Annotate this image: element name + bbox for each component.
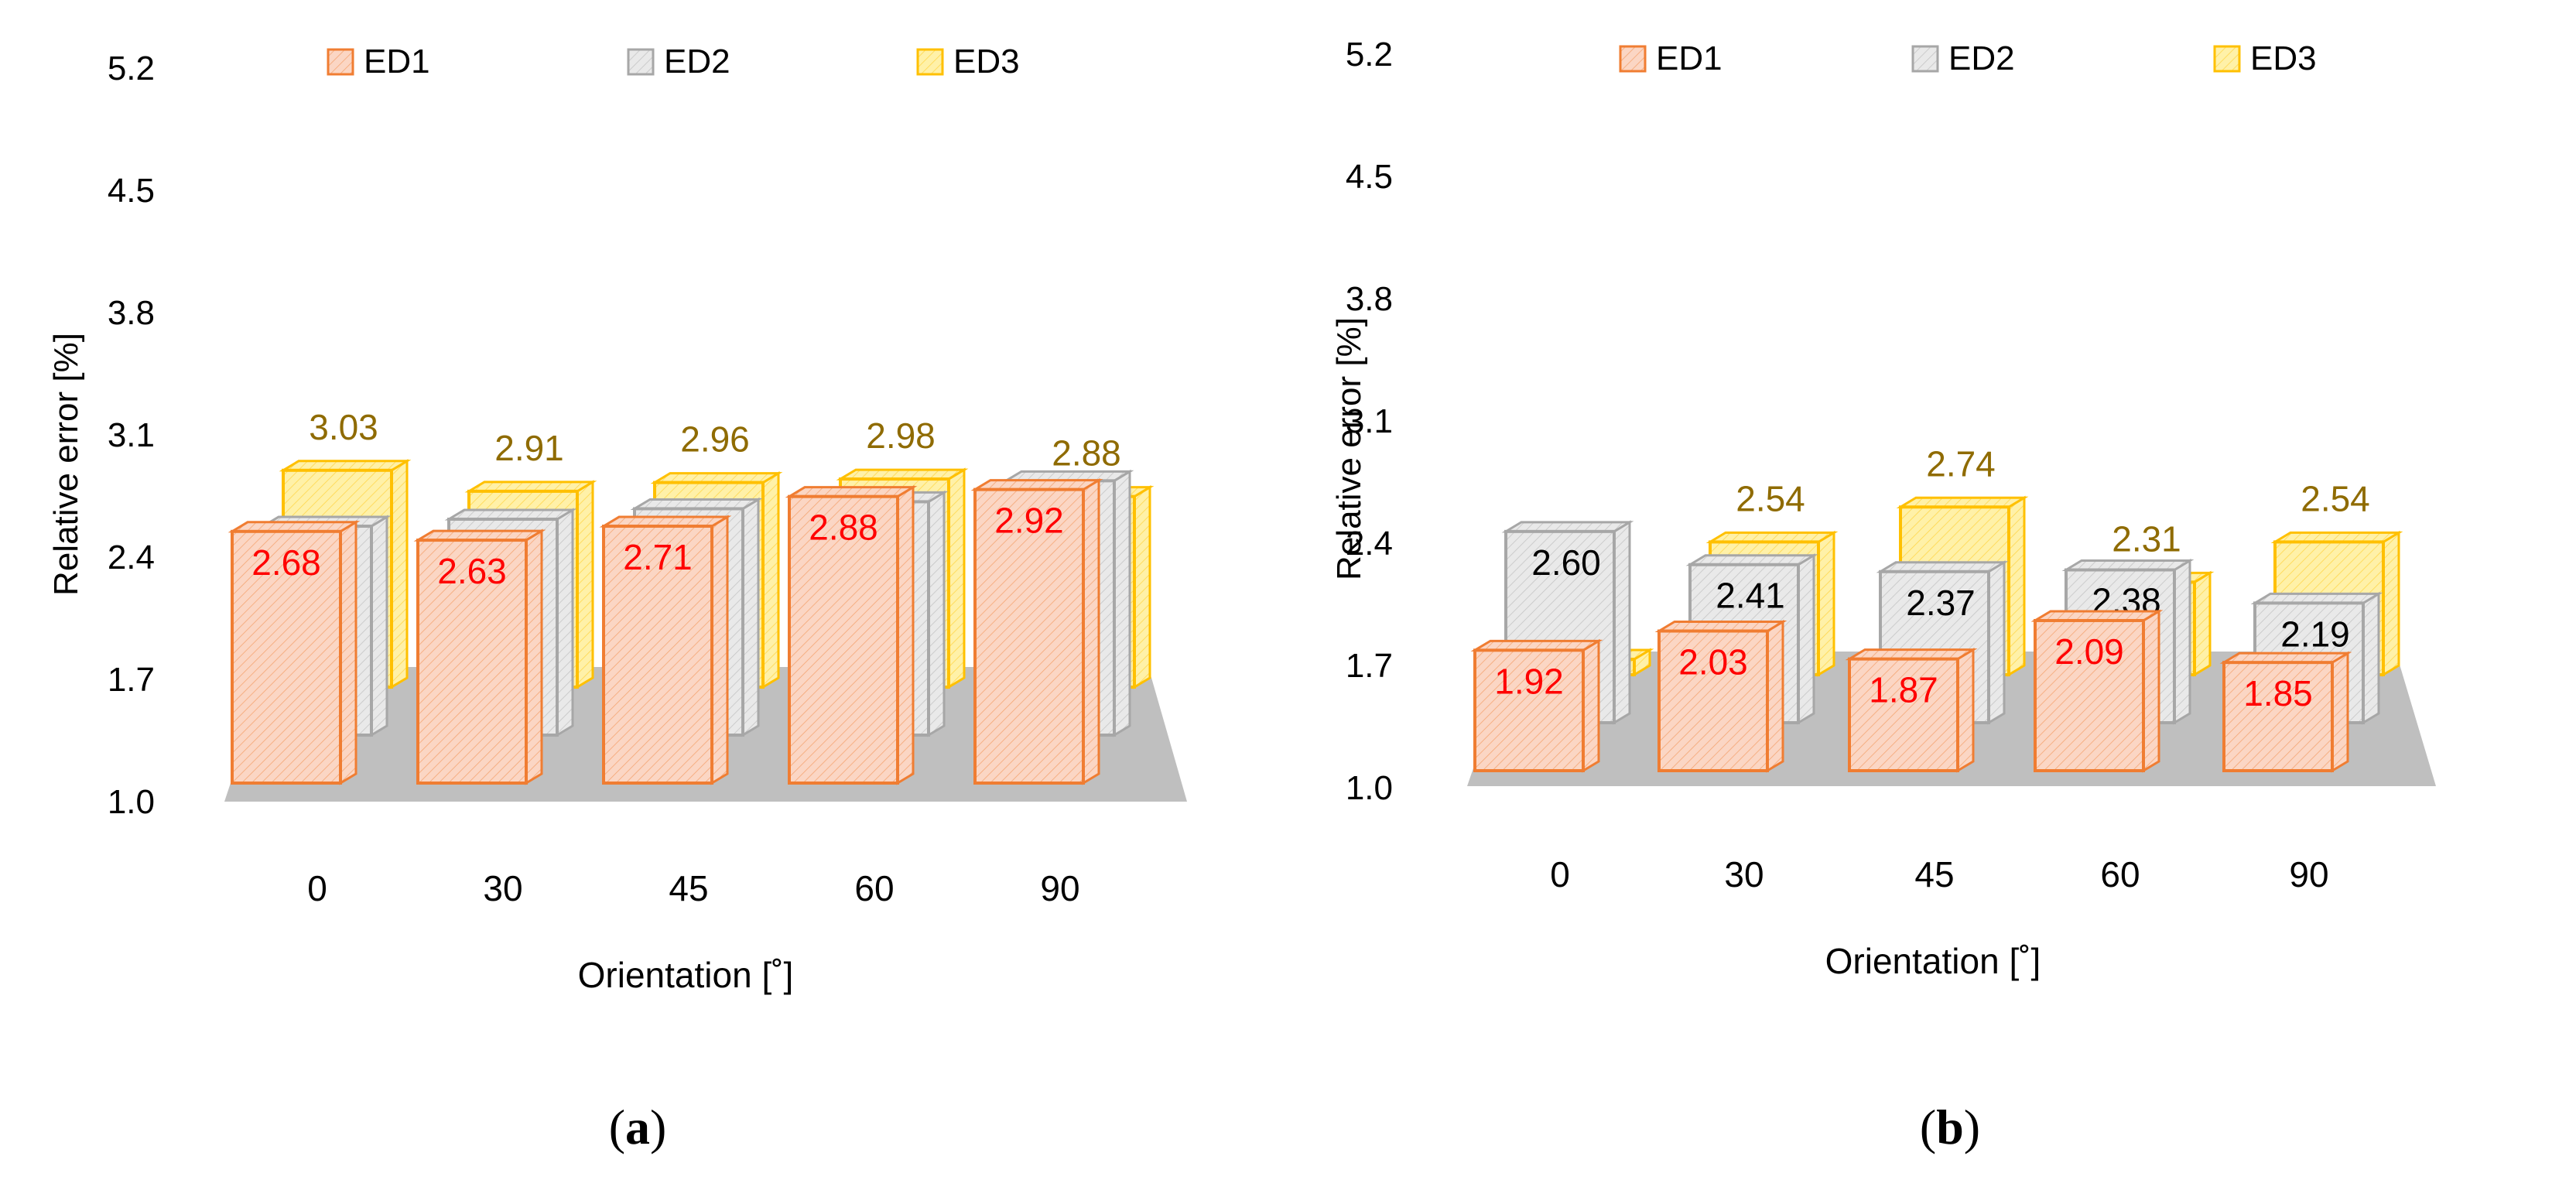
data-label-ed3-30: 2.54 <box>1736 478 1805 518</box>
x-axis-title: Orientation [˚] <box>578 955 794 995</box>
legend-item-ed1: ED1 <box>1619 39 1722 77</box>
data-label-ed3-90: 2.88 <box>1052 433 1121 474</box>
data-label-ed2-0: 2.60 <box>1531 542 1601 583</box>
data-label-ed2-45: 2.37 <box>1906 583 1976 623</box>
data-label-ed3-30: 2.91 <box>494 428 564 468</box>
legend-label: ED2 <box>1948 39 2015 77</box>
data-label-ed1-30: 2.63 <box>437 551 507 591</box>
chart-a: 1.0 1.7 2.4 3.1 3.8 4.5 5.2 Relative error [%] E… <box>47 43 1187 995</box>
y-tick-label: 4.5 <box>108 172 155 210</box>
data-label-ed1-45: 2.71 <box>623 537 693 577</box>
chart-panel-a: 1.0 1.7 2.4 3.1 3.8 4.5 5.2 Relative error [%] E… <box>47 43 1187 995</box>
legend-label: ED1 <box>364 43 430 80</box>
bar-ed1-0 <box>1470 638 1603 773</box>
bar-ed1-90 <box>970 477 1103 785</box>
y-axis-title: Relative error [%] <box>1330 317 1368 580</box>
x-tick-label: 0 <box>1550 854 1570 894</box>
x-tick-label: 30 <box>1724 854 1764 894</box>
y-tick-label: 5.2 <box>108 50 155 87</box>
x-tick-label: 45 <box>669 868 708 908</box>
bar-ed1-45 <box>599 515 732 785</box>
data-label-ed2-90: 2.19 <box>2280 614 2350 654</box>
x-tick-label: 45 <box>1914 854 1954 894</box>
bar-ed1-60 <box>785 485 918 785</box>
legend-item-ed2: ED2 <box>627 43 730 80</box>
data-label-ed3-60: 2.31 <box>2112 518 2181 559</box>
bar-ed1-0 <box>227 520 361 785</box>
bar-ed1-30 <box>413 528 546 785</box>
x-tick-label: 60 <box>2100 854 2140 894</box>
data-label-ed3-0: 3.03 <box>309 407 378 447</box>
data-label-ed1-90: 1.85 <box>2243 673 2313 713</box>
y-tick-label: 1.7 <box>1346 647 1393 685</box>
legend-swatch <box>1619 45 1647 73</box>
data-label-ed3-90: 2.54 <box>2301 478 2370 518</box>
y-tick-label: 1.0 <box>1346 769 1393 807</box>
data-label-ed1-45: 1.87 <box>1869 670 1938 710</box>
caption-a: (a) <box>608 1100 667 1154</box>
data-label-ed3-45: 2.96 <box>680 419 750 460</box>
chart-b: 1.0 1.7 2.4 3.1 3.8 4.5 5.2 Relative error [%] E… <box>1330 36 2436 981</box>
data-label-ed1-60: 2.09 <box>2054 631 2124 672</box>
legend-label: ED1 <box>1656 39 1722 77</box>
bar-ed1-45 <box>1845 647 1978 773</box>
data-label-ed1-0: 2.68 <box>251 542 321 583</box>
y-tick-label: 3.8 <box>1346 280 1393 318</box>
legend-swatch <box>2213 45 2241 73</box>
legend-item-ed3: ED3 <box>2213 39 2317 77</box>
y-tick-label: 1.7 <box>108 661 155 699</box>
data-label-ed1-90: 2.92 <box>994 501 1064 541</box>
y-tick-label: 3.1 <box>1346 402 1393 440</box>
y-tick-label: 4.5 <box>1346 158 1393 196</box>
legend-swatch <box>916 48 944 76</box>
y-tick-label: 5.2 <box>1346 36 1393 74</box>
legend-item-ed1: ED1 <box>327 43 430 80</box>
data-label-ed3-60: 2.98 <box>866 416 936 456</box>
chart-panel-b: 1.0 1.7 2.4 3.1 3.8 4.5 5.2 Relative error [%] E… <box>1288 0 2575 1204</box>
y-tick-label: 2.4 <box>108 539 155 576</box>
x-tick-label: 90 <box>1040 868 1079 908</box>
y-tick-label: 3.8 <box>108 294 155 332</box>
data-label-ed2-30: 2.41 <box>1716 576 1785 616</box>
y-tick-label: 1.0 <box>108 783 155 821</box>
y-axis-title: Relative error [%] <box>47 333 85 596</box>
data-label-ed3-45: 2.74 <box>1926 443 1996 484</box>
x-tick-label: 60 <box>854 868 894 908</box>
legend-label: ED3 <box>2250 39 2317 77</box>
data-label-ed1-0: 1.92 <box>1494 661 1564 701</box>
legend-swatch <box>1911 45 1939 73</box>
bar-ed1-90 <box>2219 651 2352 773</box>
legend-label: ED3 <box>953 43 1020 80</box>
y-tick-label: 2.4 <box>1346 525 1393 563</box>
legend-item-ed2: ED2 <box>1911 39 2015 77</box>
x-tick-label: 90 <box>2289 854 2328 894</box>
bar-ed1-30 <box>1654 619 1787 773</box>
y-tick-label: 3.1 <box>108 416 155 454</box>
caption-b: (b) <box>1919 1100 1981 1154</box>
data-label-ed1-60: 2.88 <box>809 508 878 548</box>
x-tick-label: 0 <box>307 868 327 908</box>
bar-ed1-60 <box>2030 609 2164 773</box>
x-tick-label: 30 <box>483 868 522 908</box>
legend-swatch <box>627 48 655 76</box>
x-axis-title: Orientation [˚] <box>1825 941 2041 981</box>
legend-swatch <box>327 48 354 76</box>
legend-item-ed3: ED3 <box>916 43 1020 80</box>
data-label-ed1-30: 2.03 <box>1678 642 1748 682</box>
legend-label: ED2 <box>664 43 730 80</box>
